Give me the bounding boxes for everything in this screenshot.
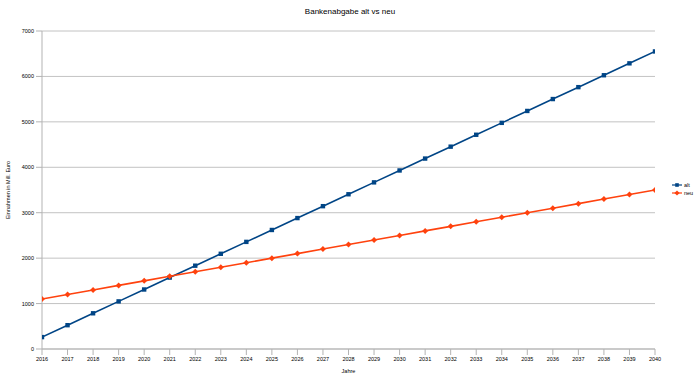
svg-text:2029: 2029 xyxy=(368,356,380,362)
svg-text:2036: 2036 xyxy=(547,356,559,362)
svg-text:Jahre: Jahre xyxy=(342,368,356,374)
svg-text:2034: 2034 xyxy=(496,356,508,362)
svg-text:3000: 3000 xyxy=(22,210,34,216)
svg-text:2000: 2000 xyxy=(22,255,34,261)
svg-text:2037: 2037 xyxy=(572,356,584,362)
svg-text:2030: 2030 xyxy=(393,356,405,362)
svg-text:7000: 7000 xyxy=(22,28,34,34)
svg-text:4000: 4000 xyxy=(22,164,34,170)
svg-text:2033: 2033 xyxy=(470,356,482,362)
svg-text:1000: 1000 xyxy=(22,301,34,307)
svg-text:2017: 2017 xyxy=(61,356,73,362)
svg-text:2035: 2035 xyxy=(521,356,533,362)
svg-text:0: 0 xyxy=(31,346,34,352)
html-text:neu: neu xyxy=(684,190,694,196)
svg-text:2023: 2023 xyxy=(215,356,227,362)
html-text:Bankenabgabe alt vs neu: Bankenabgabe alt vs neu xyxy=(304,7,396,16)
svg-text:2032: 2032 xyxy=(445,356,457,362)
svg-text:2020: 2020 xyxy=(138,356,150,362)
svg-text:2025: 2025 xyxy=(266,356,278,362)
svg-text:2019: 2019 xyxy=(113,356,125,362)
svg-text:2031: 2031 xyxy=(419,356,431,362)
svg-text:2022: 2022 xyxy=(189,356,201,362)
svg-text:2024: 2024 xyxy=(240,356,252,362)
html-text:alt: alt xyxy=(684,182,690,188)
svg-text:2040: 2040 xyxy=(649,356,661,362)
svg-text:2026: 2026 xyxy=(291,356,303,362)
svg-text:5000: 5000 xyxy=(22,119,34,125)
svg-text:2038: 2038 xyxy=(598,356,610,362)
svg-text:2016: 2016 xyxy=(36,356,48,362)
svg-text:Einnahmen in Mill. Euro: Einnahmen in Mill. Euro xyxy=(8,161,11,219)
svg-text:2027: 2027 xyxy=(317,356,329,362)
svg-text:2039: 2039 xyxy=(623,356,635,362)
svg-text:2018: 2018 xyxy=(87,356,99,362)
svg-text:2021: 2021 xyxy=(164,356,176,362)
svg-text:2028: 2028 xyxy=(342,356,354,362)
svg-text:6000: 6000 xyxy=(22,73,34,79)
